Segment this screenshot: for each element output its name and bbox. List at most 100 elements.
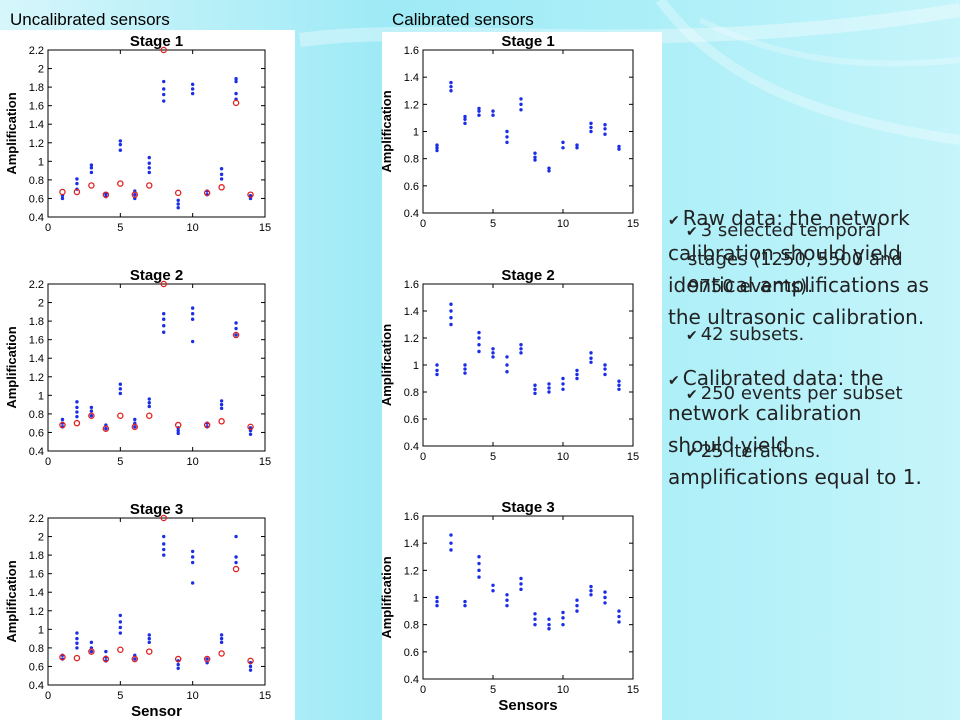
sub-line-5: 250 events per subset bbox=[700, 383, 903, 404]
data-point-blue bbox=[603, 595, 607, 600]
y-axis-label: Amplification bbox=[4, 92, 19, 174]
data-point-blue bbox=[162, 553, 166, 557]
data-point-blue bbox=[617, 387, 621, 391]
data-point-blue bbox=[519, 587, 523, 592]
cal-line-2: network calibration bbox=[668, 401, 862, 425]
data-point-blue bbox=[589, 360, 593, 364]
data-point-blue bbox=[589, 125, 593, 130]
data-point-red bbox=[160, 514, 167, 522]
data-point-blue bbox=[589, 584, 593, 589]
data-point-blue bbox=[162, 534, 166, 539]
data-point-red bbox=[102, 655, 110, 663]
data-point-blue bbox=[505, 363, 509, 367]
data-point-red bbox=[117, 180, 124, 187]
x-axis-label: Sensors bbox=[498, 697, 557, 714]
data-point-blue bbox=[463, 114, 467, 119]
data-point-blue bbox=[561, 376, 565, 381]
data-point-blue bbox=[75, 631, 79, 635]
x-tick-label: 5 bbox=[117, 690, 123, 702]
plot-frame bbox=[47, 517, 266, 686]
data-point-blue bbox=[491, 113, 495, 117]
x-tick-label: 0 bbox=[45, 222, 51, 234]
data-point-blue bbox=[176, 431, 180, 436]
y-tick-label: 2.2 bbox=[29, 513, 44, 525]
data-point-blue bbox=[162, 547, 166, 552]
y-tick-label: 1 bbox=[413, 360, 419, 372]
data-point-blue bbox=[491, 351, 495, 355]
data-point-blue bbox=[477, 106, 481, 111]
sub-line-1: 3 selected temporal bbox=[700, 220, 882, 241]
data-point-blue bbox=[463, 117, 467, 121]
data-point-blue bbox=[547, 390, 551, 394]
sub-bullet-stages: ✔ 3 selected temporal stages (1250, 5500 … bbox=[686, 217, 903, 300]
data-point-blue bbox=[75, 181, 79, 186]
y-axis-label: Amplification bbox=[379, 324, 394, 406]
data-point-blue bbox=[133, 657, 137, 661]
data-point-blue bbox=[162, 330, 166, 334]
data-point-blue bbox=[477, 109, 481, 113]
y-tick-label: 1.6 bbox=[29, 101, 44, 113]
x-tick-label: 10 bbox=[187, 690, 199, 702]
data-point-blue bbox=[147, 636, 151, 641]
data-point-blue bbox=[519, 102, 523, 107]
data-point-blue bbox=[617, 609, 621, 613]
data-point-blue bbox=[89, 166, 94, 170]
data-point-blue bbox=[575, 603, 579, 608]
x-tick-label: 5 bbox=[117, 456, 123, 468]
data-point-blue bbox=[190, 87, 195, 91]
data-point-blue bbox=[491, 109, 495, 113]
data-point-red bbox=[174, 421, 182, 429]
y-tick-label: 2.2 bbox=[29, 45, 44, 57]
data-point-blue bbox=[505, 593, 509, 597]
plot-frame bbox=[422, 515, 634, 680]
data-point-blue bbox=[477, 575, 481, 579]
cal-line-3: should yield bbox=[668, 433, 789, 457]
data-point-blue bbox=[234, 326, 238, 331]
data-point-blue bbox=[89, 414, 94, 418]
data-point-blue bbox=[519, 582, 523, 586]
data-point-blue bbox=[449, 302, 453, 306]
data-point-blue bbox=[561, 140, 565, 145]
sub-bullet-events: ✔ 250 events per subset bbox=[686, 383, 903, 404]
data-point-red bbox=[131, 423, 139, 431]
data-point-red bbox=[131, 655, 139, 663]
data-point-blue bbox=[190, 91, 195, 96]
chart-title: Stage 1 bbox=[130, 33, 183, 50]
data-point-blue bbox=[603, 590, 607, 594]
data-point-blue bbox=[89, 163, 94, 167]
data-point-blue bbox=[234, 79, 238, 84]
data-point-blue bbox=[60, 417, 65, 422]
data-point-blue bbox=[449, 316, 453, 320]
data-point-blue bbox=[147, 161, 151, 165]
data-point-blue bbox=[104, 649, 108, 654]
data-point-red bbox=[232, 99, 240, 107]
data-point-blue bbox=[533, 622, 537, 627]
data-point-blue bbox=[219, 399, 224, 403]
data-point-blue bbox=[147, 640, 151, 645]
data-point-blue bbox=[190, 581, 195, 585]
data-point-blue bbox=[89, 405, 94, 410]
data-point-blue bbox=[234, 321, 238, 325]
y-tick-label: 0.8 bbox=[404, 620, 419, 632]
data-point-blue bbox=[75, 400, 79, 404]
y-tick-label: 1 bbox=[38, 390, 44, 402]
data-point-blue bbox=[190, 560, 195, 565]
y-tick-label: 0.6 bbox=[29, 193, 44, 205]
data-point-blue bbox=[617, 379, 621, 383]
bullet-raw-data: ✔ Raw data: the network calibration shoul… bbox=[668, 202, 929, 333]
data-point-blue bbox=[435, 599, 439, 604]
data-point-blue bbox=[575, 372, 579, 377]
data-point-blue bbox=[547, 382, 551, 386]
y-tick-label: 1 bbox=[413, 593, 419, 605]
data-point-blue bbox=[477, 561, 481, 566]
data-point-blue bbox=[118, 391, 123, 396]
data-point-blue bbox=[463, 363, 467, 367]
data-point-blue bbox=[118, 387, 123, 391]
data-point-red bbox=[59, 653, 66, 661]
data-point-blue bbox=[589, 356, 593, 360]
data-point-blue bbox=[561, 146, 565, 150]
data-point-blue bbox=[589, 351, 593, 355]
data-point-blue bbox=[589, 129, 593, 134]
data-point-blue bbox=[162, 92, 166, 97]
